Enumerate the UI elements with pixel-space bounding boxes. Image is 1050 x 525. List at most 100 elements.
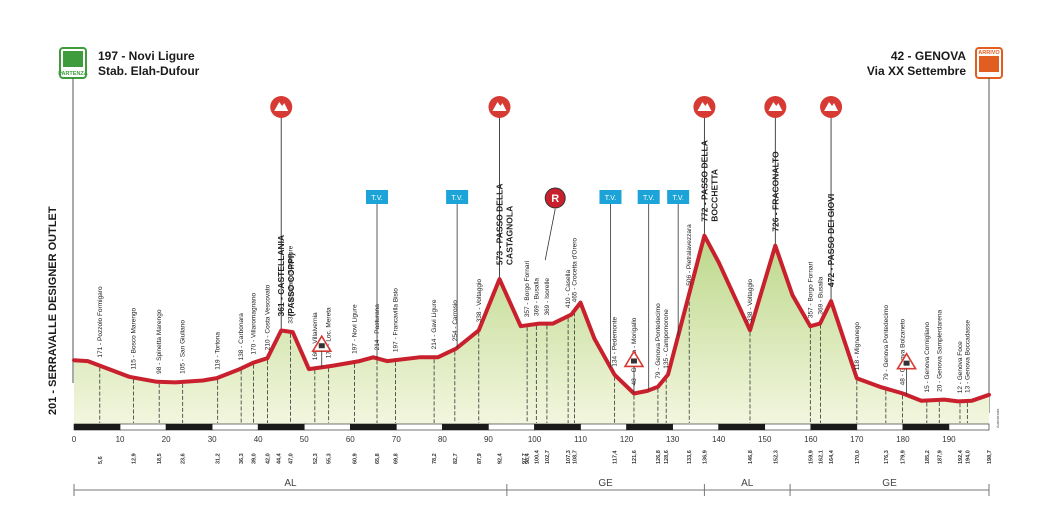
axis-segment [442, 423, 489, 431]
location-km: 146,8 [748, 450, 754, 464]
location-km: 42,0 [265, 453, 271, 464]
climb-name: 361 - CASTELLANIA [276, 235, 286, 317]
start-town: 197 - Novi Ligure [98, 49, 195, 63]
axis-tick-label: 80 [438, 435, 447, 444]
location-km: 159,9 [808, 450, 814, 464]
location-label: 369 - Busalla [533, 278, 540, 316]
location-label: 138 - Carbonara [238, 313, 245, 361]
location-label: 171 - Pozzolo Formigaro [97, 286, 104, 358]
location-label: 337 - Carezzano Superiore [287, 245, 294, 323]
start-place: Stab. Elah-Dufour [98, 64, 200, 78]
location-km: 164,4 [829, 449, 835, 464]
location-km: 39,0 [252, 453, 258, 464]
warning-icon [311, 334, 333, 368]
location-label: 79 - Genova Pontedecimo [883, 305, 890, 381]
location-label: 119 - Tortona [215, 332, 222, 370]
location-km: 108,7 [573, 450, 579, 464]
axis-tick-label: 10 [116, 435, 125, 444]
axis-tick-label: 110 [574, 435, 587, 444]
axis-tick-label: 100 [528, 435, 542, 444]
location-label: 79 - Genova Pontedecimo [655, 303, 662, 379]
start-badge-text: PARTENZA [58, 71, 88, 77]
location-label: 254 - Carrosio [452, 300, 459, 342]
location-km: 198,7 [987, 450, 993, 464]
climb-name-line2: BOCCHETTA [709, 169, 719, 222]
location-label: 465 - Crocetta d'Orero [572, 238, 579, 303]
location-km: 47,0 [288, 453, 294, 464]
distance-axis: 0 10 20 30 40 50 60 70 80 90 100 110 120 130 140 150 160… [72, 423, 990, 444]
axis-segment [580, 423, 627, 431]
location-label: 369 - Isorelle [544, 278, 551, 316]
location-label: 197 - Novi Ligure [351, 304, 358, 354]
axis-tick-label: 140 [712, 435, 726, 444]
climb-labels: 361 - CASTELLANIA (PASSO COPPI) 573 - PASS… [270, 96, 843, 329]
location-km: 117,4 [613, 450, 619, 464]
location-label: 134 - Pedemonte [612, 317, 619, 367]
tv-marker: T.V. [599, 190, 622, 204]
climb-name-line2: (PASSO COPPI) [286, 253, 296, 317]
climb-mountain-icon [820, 96, 843, 118]
axis-tick-label: 60 [346, 435, 355, 444]
tv-label: T.V. [643, 195, 654, 202]
location-label: 197 - Francavilla Bisio [392, 288, 399, 352]
region-label: AL [284, 478, 297, 489]
warning-icon [896, 352, 917, 395]
location-km: 60,9 [352, 453, 358, 464]
location-label: 13 - Genova Boccadasse [964, 320, 971, 393]
location-km: 36,3 [239, 453, 245, 464]
axis-segment [119, 423, 167, 431]
location-label: 98 - Spinetta Marengo [156, 309, 163, 374]
location-label: 118 - Mignanego [854, 322, 861, 371]
location-label: 170 - Villaromagnano [251, 293, 258, 355]
axis-tick-label: 130 [666, 435, 680, 444]
location-label: 369 - Busalla [817, 276, 824, 314]
refreshment-label: R [551, 193, 559, 205]
axis-segment [211, 423, 259, 431]
location-km: 44,4 [276, 452, 282, 464]
axis-segment [948, 423, 990, 431]
location-km: 31,2 [216, 453, 222, 464]
climb-name: 472 - PASSO DEI GIOVI [826, 194, 836, 287]
location-km: 133,6 [687, 450, 693, 464]
climb-name: 573 - PASSO DELLA [494, 184, 504, 266]
location-km: 92,4 [497, 452, 503, 464]
tv-marker: T.V. [366, 190, 389, 204]
tv-label: T.V. [371, 195, 382, 202]
axis-segment [488, 423, 535, 431]
finish-place: Via XX Settembre [867, 64, 966, 78]
axis-tick-label: 190 [942, 435, 956, 444]
axis-segment [73, 423, 121, 431]
location-km: 126,8 [656, 450, 662, 464]
tv-label: T.V. [672, 195, 683, 202]
climb-mountain-icon [488, 96, 511, 118]
axis-segment [902, 423, 950, 431]
tv-marker: T.V. [637, 190, 660, 204]
location-km: 100,4 [534, 449, 540, 464]
axis-tick-label: 120 [620, 435, 634, 444]
location-label: 160 - Villalvernia [312, 312, 319, 360]
location-km: 170,0 [855, 450, 861, 464]
axis-tick-label: 20 [162, 435, 171, 444]
tv-marker: T.V. [667, 190, 690, 204]
climb-name: 772 - PASSO DELLA [699, 140, 709, 222]
location-km: 102,7 [545, 450, 551, 464]
axis-tick-label: 40 [254, 435, 263, 444]
climb-name-line2: CASTAGNOLA [504, 206, 514, 265]
axis-tick-label: 180 [896, 435, 910, 444]
warning-icon [623, 349, 645, 394]
axis-segment [810, 423, 858, 431]
location-label: 214 - Gavi Ligure [431, 299, 438, 349]
finish-town: 42 - GENOVA [891, 49, 966, 63]
profile-area [74, 235, 989, 424]
location-km: 121,6 [632, 450, 638, 464]
location-km: 162,1 [818, 450, 824, 464]
axis-tick-label: 150 [758, 435, 772, 444]
finish-badge-text: ARRIVO [978, 50, 1000, 56]
axis-tick-label: 30 [208, 435, 217, 444]
climb-mountain-icon [693, 96, 716, 118]
climb-name: 726 - FRACONALTO [770, 151, 780, 232]
axis-tick-label: 0 [72, 435, 77, 444]
axis-segment [396, 423, 443, 431]
location-km: 69,8 [393, 453, 399, 464]
axis-segment [303, 423, 351, 431]
